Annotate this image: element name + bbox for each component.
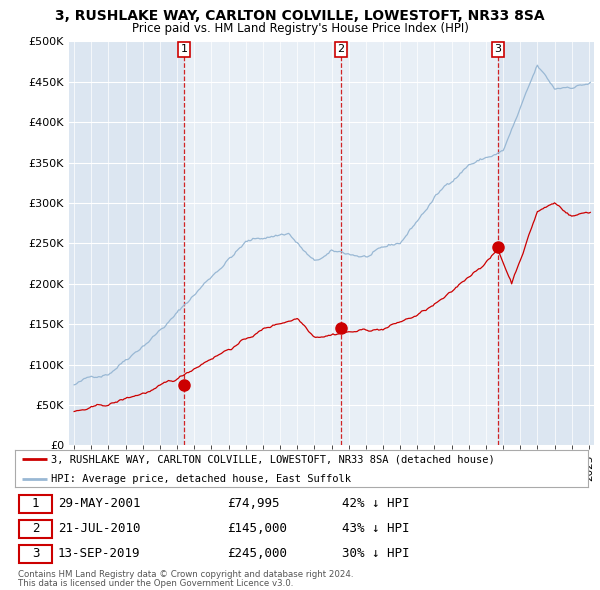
- Text: 3, RUSHLAKE WAY, CARLTON COLVILLE, LOWESTOFT, NR33 8SA: 3, RUSHLAKE WAY, CARLTON COLVILLE, LOWES…: [55, 9, 545, 23]
- Text: Contains HM Land Registry data © Crown copyright and database right 2024.: Contains HM Land Registry data © Crown c…: [18, 570, 353, 579]
- Text: 2: 2: [32, 522, 40, 535]
- Text: 42% ↓ HPI: 42% ↓ HPI: [341, 497, 409, 510]
- Text: 3, RUSHLAKE WAY, CARLTON COLVILLE, LOWESTOFT, NR33 8SA (detached house): 3, RUSHLAKE WAY, CARLTON COLVILLE, LOWES…: [51, 454, 495, 464]
- Text: 3: 3: [32, 547, 40, 560]
- FancyBboxPatch shape: [19, 520, 52, 537]
- Text: 13-SEP-2019: 13-SEP-2019: [58, 547, 140, 560]
- Text: Price paid vs. HM Land Registry's House Price Index (HPI): Price paid vs. HM Land Registry's House …: [131, 22, 469, 35]
- Bar: [184, 41, 341, 445]
- Text: 2: 2: [337, 44, 344, 54]
- Text: 21-JUL-2010: 21-JUL-2010: [58, 522, 140, 535]
- Text: 43% ↓ HPI: 43% ↓ HPI: [341, 522, 409, 535]
- FancyBboxPatch shape: [19, 495, 52, 513]
- Bar: [341, 41, 498, 445]
- Text: 29-MAY-2001: 29-MAY-2001: [58, 497, 140, 510]
- Text: 1: 1: [181, 44, 187, 54]
- Text: 30% ↓ HPI: 30% ↓ HPI: [341, 547, 409, 560]
- Text: 3: 3: [494, 44, 502, 54]
- Text: £145,000: £145,000: [227, 522, 287, 535]
- Text: 1: 1: [32, 497, 40, 510]
- Text: HPI: Average price, detached house, East Suffolk: HPI: Average price, detached house, East…: [51, 474, 351, 484]
- Text: £245,000: £245,000: [227, 547, 287, 560]
- Text: This data is licensed under the Open Government Licence v3.0.: This data is licensed under the Open Gov…: [18, 579, 293, 588]
- FancyBboxPatch shape: [19, 545, 52, 562]
- Text: £74,995: £74,995: [227, 497, 280, 510]
